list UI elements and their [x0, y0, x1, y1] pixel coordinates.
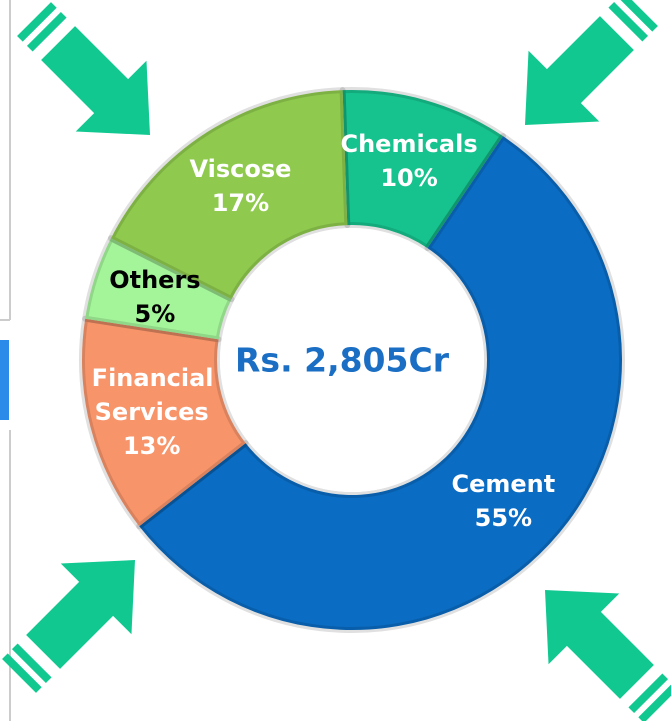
arrow-body [26, 560, 135, 669]
category-label: Cement [451, 470, 556, 499]
arrow [545, 590, 671, 721]
category-label: Others [109, 265, 201, 294]
donut-segment [79, 315, 249, 530]
arrow-stripe [618, 0, 658, 32]
arrow-body [525, 16, 634, 125]
left-ui-strip [0, 0, 11, 721]
arrow [525, 0, 658, 125]
donut-segment [108, 87, 351, 303]
value-label: 10% [380, 164, 438, 193]
value-label: 5% [134, 299, 176, 328]
center-total: Rs. 2,805Cr [235, 340, 449, 380]
arrow-stripe [2, 653, 42, 693]
arrow-stripe [17, 2, 57, 42]
segment-label: Cement 55% [443, 467, 563, 535]
arrow-body [545, 590, 654, 699]
arrow [17, 2, 150, 135]
arrow-body [41, 26, 150, 135]
arrow-stripe [628, 673, 669, 714]
donut-hole [220, 228, 484, 492]
donut [79, 87, 625, 633]
value-label: 17% [211, 188, 270, 217]
arrow-stripe [26, 11, 67, 52]
value-label: 13% [122, 432, 181, 461]
segment-label: Financial Services 13% [91, 361, 214, 463]
arrow [2, 560, 135, 693]
arrow-stripe [11, 643, 52, 684]
donut-segment [136, 133, 625, 633]
arrow-stripe [638, 683, 671, 721]
category-label: Viscose [189, 154, 292, 183]
category-label: Financial Services [91, 364, 214, 427]
segment-label: Others 5% [85, 263, 225, 331]
value-label: 55% [474, 504, 533, 533]
arrow-stripe [608, 1, 649, 42]
segment-label: Chemicals 10% [339, 127, 479, 195]
donut-segment [339, 87, 506, 252]
category-label: Chemicals [340, 130, 478, 159]
segment-label: Viscose 17% [180, 152, 300, 220]
